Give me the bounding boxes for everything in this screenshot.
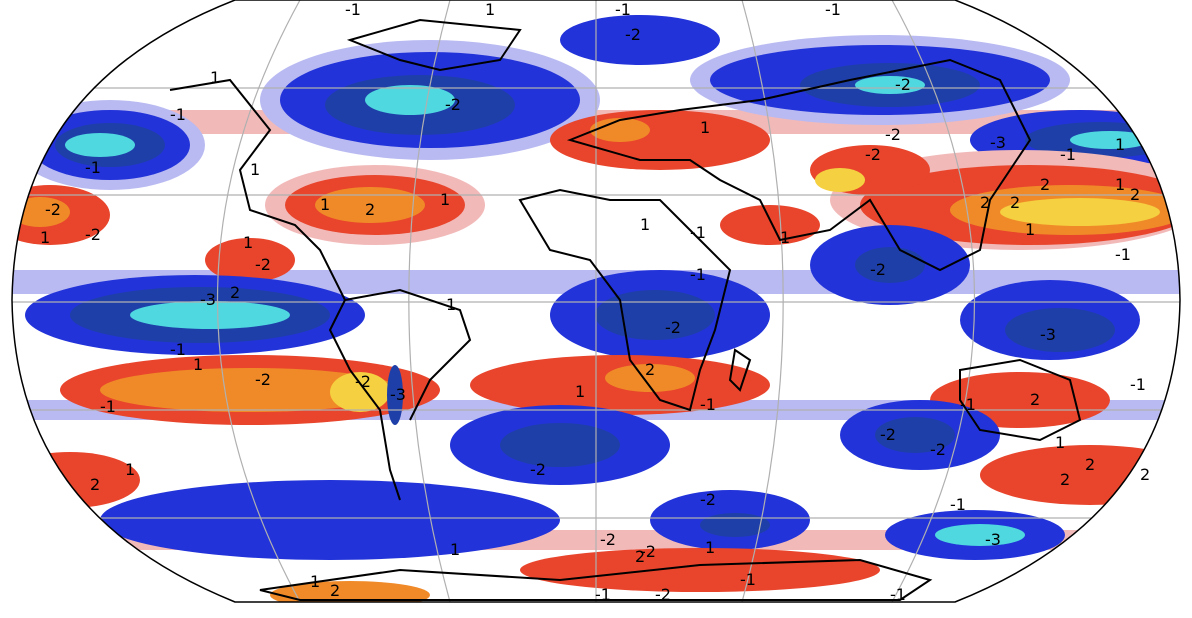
contour-label: -1 — [950, 495, 966, 514]
contour-label: 1 — [1025, 220, 1035, 239]
contour-label: 2 — [1010, 193, 1020, 212]
contour-label: -1 — [100, 397, 116, 416]
contour-label: -1 — [85, 158, 101, 177]
contour-label: 2 — [645, 360, 655, 379]
contour-label: 2 — [1140, 465, 1150, 484]
contour-label: 2 — [980, 193, 990, 212]
contour-label: -3 — [200, 290, 216, 309]
contour-label: -2 — [445, 95, 461, 114]
contour-label: -1 — [1060, 145, 1076, 164]
contour-label: 1 — [705, 538, 715, 557]
contour-label: -1 — [1130, 375, 1146, 394]
contour-label: -2 — [895, 75, 911, 94]
contour-label: -1 — [690, 223, 706, 242]
contour-label: -2 — [640, 542, 656, 561]
contour-label: -2 — [85, 225, 101, 244]
contour-label: -2 — [665, 318, 681, 337]
contour-labels: -1 1 -1 -1 1 1 -1 -1 1 2 1 -2 -2 -2 1 1 … — [40, 0, 1150, 604]
contour-label: 1 — [1115, 135, 1125, 154]
contour-label: -2 — [45, 200, 61, 219]
contour-label: 1 — [243, 233, 253, 252]
contour-label: 1 — [450, 540, 460, 559]
contour-label: -2 — [530, 460, 546, 479]
contour-label: 1 — [440, 190, 450, 209]
contour-label: 2 — [1130, 185, 1140, 204]
contour-label: 1 — [250, 160, 260, 179]
contour-label: -2 — [885, 125, 901, 144]
contour-label: -1 — [700, 395, 716, 414]
contour-label: -1 — [740, 570, 756, 589]
coastlines — [169, 18, 1082, 601]
contour-label: 2 — [1060, 470, 1070, 489]
contour-label: -1 — [615, 0, 631, 19]
contour-label: -2 — [355, 372, 371, 391]
contour-label: 1 — [1055, 433, 1065, 452]
contour-label: -2 — [255, 370, 271, 389]
contour-label: -2 — [870, 260, 886, 279]
contour-label: 2 — [330, 581, 340, 600]
contour-label: 2 — [1040, 175, 1050, 194]
contour-label: 1 — [640, 215, 650, 234]
contour-label: -2 — [255, 255, 271, 274]
contour-label: 1 — [780, 228, 790, 247]
contour-label: -3 — [1040, 325, 1056, 344]
contour-label: -1 — [1115, 245, 1131, 264]
contour-label: -2 — [625, 25, 641, 44]
contour-label: 1 — [446, 295, 456, 314]
contour-label: -2 — [865, 145, 881, 164]
contour-label: 1 — [320, 195, 330, 214]
contour-label: -1 — [345, 0, 361, 19]
graticule — [12, 0, 1180, 602]
contour-label: -2 — [655, 585, 671, 604]
contour-label: 2 — [90, 475, 100, 494]
contour-label: -1 — [595, 585, 611, 604]
contour-label: -3 — [990, 133, 1006, 152]
contour-label: 2 — [1030, 390, 1040, 409]
contour-label: 2 — [1085, 455, 1095, 474]
contour-label: 1 — [40, 228, 50, 247]
contour-label: 2 — [365, 200, 375, 219]
contour-label: -1 — [960, 395, 976, 414]
contour-label: 1 — [1115, 175, 1125, 194]
contour-label: 1 — [310, 572, 320, 591]
contour-label: -2 — [700, 490, 716, 509]
contour-label: -2 — [930, 440, 946, 459]
contour-label: 2 — [635, 547, 645, 566]
contour-label: -3 — [390, 385, 406, 404]
contour-label: -1 — [690, 265, 706, 284]
contour-label: -1 — [170, 105, 186, 124]
contour-label: -1 — [890, 585, 906, 604]
contour-label: -3 — [985, 530, 1001, 549]
contour-label: 1 — [193, 355, 203, 374]
contour-label: -2 — [880, 425, 896, 444]
contour-label: -1 — [825, 0, 841, 19]
contour-label: 1 — [125, 460, 135, 479]
contour-label: 1 — [575, 382, 585, 401]
map-boundary — [11, 0, 1181, 603]
contour-label: 1 — [210, 68, 220, 87]
contour-label: -2 — [600, 530, 616, 549]
contour-label: 1 — [700, 118, 710, 137]
contour-label: -1 — [170, 340, 186, 359]
contour-label: 2 — [230, 283, 240, 302]
contour-label: 1 — [485, 0, 495, 19]
